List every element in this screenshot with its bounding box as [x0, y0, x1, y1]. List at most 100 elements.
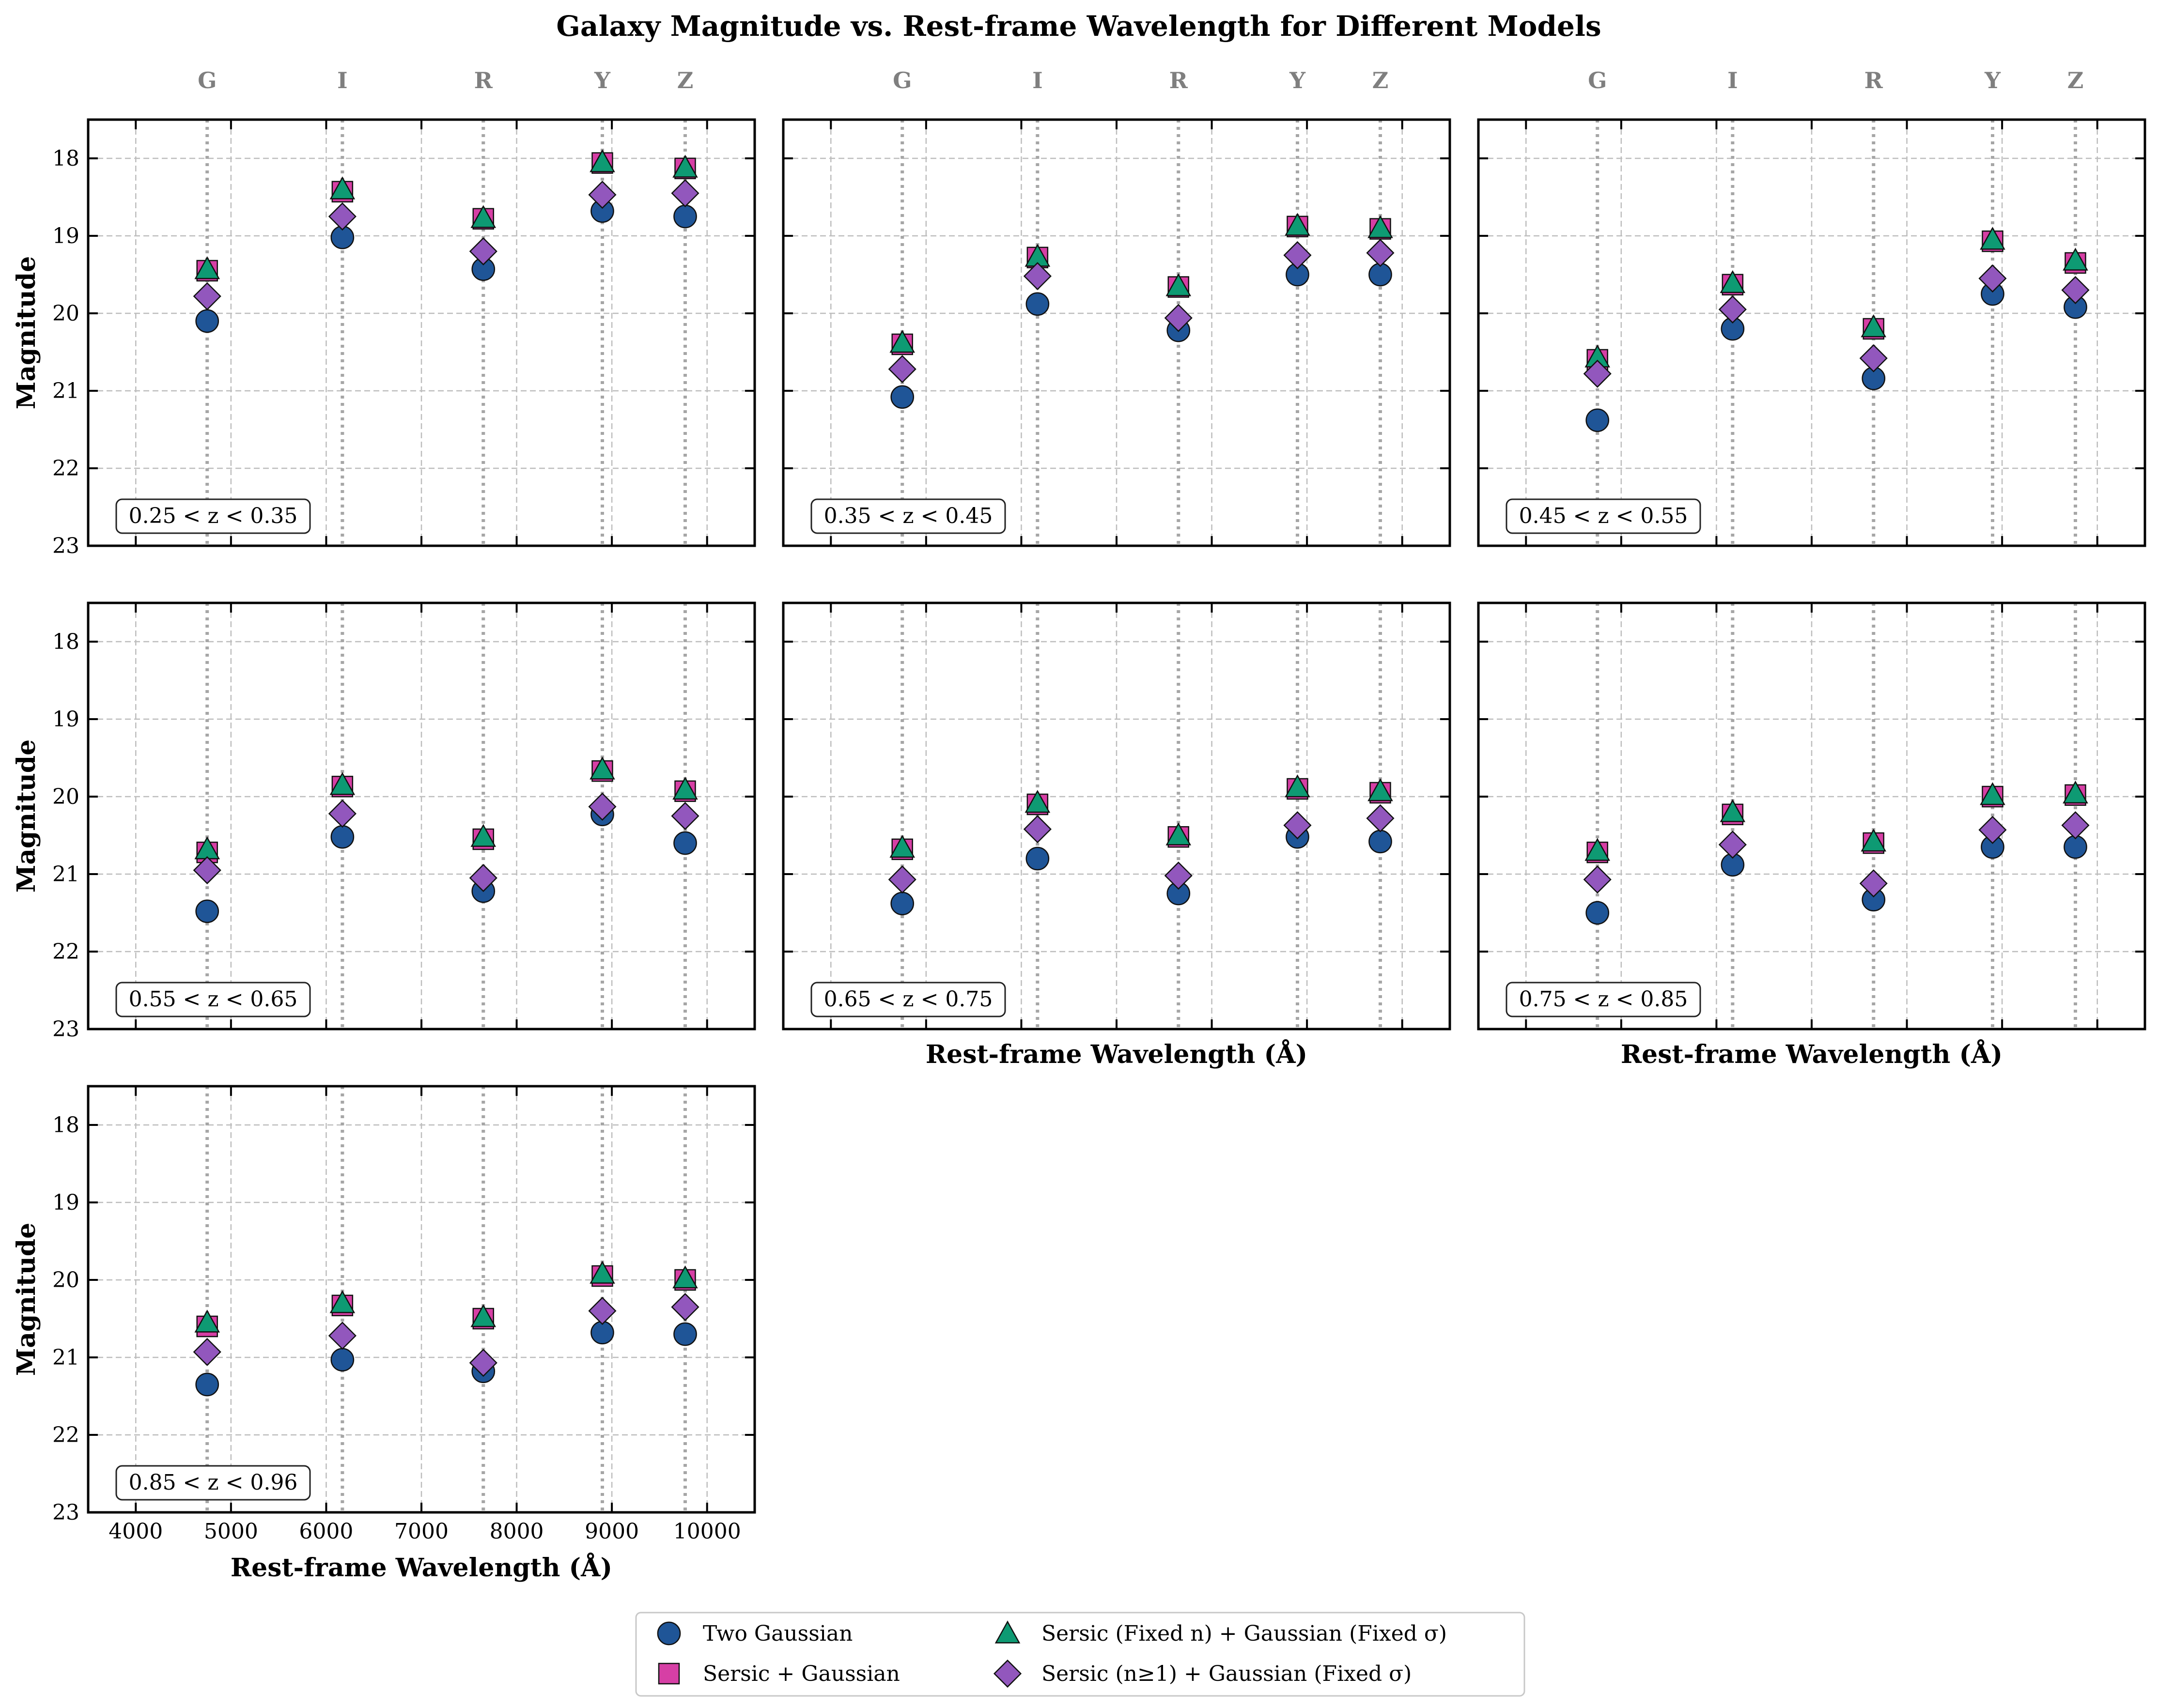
point-diamond	[328, 202, 357, 231]
filter-label-Z: Z	[1372, 67, 1389, 93]
panels: G I R Y Z 18 19 20 21 22 23 Magnitude 0.25 < z < 0.3…	[12, 67, 2146, 1583]
y-tick-label: 19	[52, 707, 79, 732]
point-diamond	[671, 1293, 699, 1322]
filter-label-Z: Z	[2067, 67, 2084, 93]
filter-label-G: G	[1588, 67, 1607, 93]
point-triangle	[194, 1309, 220, 1333]
x-tick-label: 6000	[299, 1519, 353, 1544]
redshift-box	[1506, 498, 1701, 534]
point-diamond	[469, 1349, 497, 1377]
panel-5: Rest-frame Wavelength (Å) 0.65 < z < 0.75	[782, 601, 1451, 1069]
point-triangle	[1861, 314, 1887, 338]
point-diamond	[2061, 811, 2090, 840]
redshift-box	[1506, 982, 1701, 1017]
filter-label-R: R	[1864, 67, 1883, 93]
point-triangle	[1285, 213, 1310, 236]
point-diamond	[888, 355, 916, 384]
panel-2: G I R Y Z 0.35 < z < 0.45	[782, 67, 1451, 547]
point-circle	[890, 892, 915, 916]
point-triangle	[329, 176, 356, 200]
filter-label-G: G	[893, 67, 912, 93]
point-triangle	[329, 772, 356, 795]
legend-box	[635, 1612, 1525, 1697]
redshift-box	[115, 498, 311, 534]
x-tick-label: 4000	[109, 1519, 163, 1544]
point-triangle	[470, 1304, 497, 1327]
y-tick-label: 21	[52, 379, 79, 403]
point-triangle	[590, 149, 615, 172]
panel-3: G I R Y Z 0.45 < z < 0.55	[1477, 67, 2146, 547]
redshift-label: 0.25 < z < 0.35	[129, 504, 298, 528]
point-diamond	[1859, 344, 1888, 372]
point-diamond	[328, 800, 357, 828]
y-tick-label: 23	[52, 1017, 79, 1042]
legend-label: Sersic (Fixed n) + Gaussian (Fixed σ)	[1041, 1621, 1447, 1646]
panel-4: 18 19 20 21 22 23 Magnitude 0.55 < z < 0.65	[12, 601, 756, 1042]
legend-marker-diamond	[993, 1659, 1022, 1688]
point-triangle	[194, 256, 220, 279]
point-diamond	[1023, 815, 1052, 844]
filter-label-Z: Z	[677, 67, 694, 93]
point-circle	[330, 1348, 355, 1372]
point-triangle	[1285, 774, 1310, 798]
y-axis-label: Magnitude	[12, 256, 41, 409]
point-triangle	[470, 205, 497, 228]
y-tick-label: 22	[52, 1423, 79, 1447]
legend-marker-square	[658, 1662, 680, 1685]
point-diamond	[1978, 816, 2007, 844]
filter-label-Y: Y	[1984, 67, 2001, 93]
point-circle	[1585, 901, 1610, 925]
redshift-label: 0.75 < z < 0.85	[1519, 987, 1688, 1012]
point-diamond	[588, 181, 617, 209]
panel-6: Rest-frame Wavelength (Å) 0.75 < z < 0.85	[1477, 601, 2146, 1069]
point-diamond	[1366, 804, 1395, 832]
x-tick-label: 7000	[394, 1519, 449, 1544]
x-axis-label: Rest-frame Wavelength (Å)	[926, 1039, 1307, 1069]
redshift-box	[115, 982, 311, 1017]
point-diamond	[193, 856, 221, 885]
point-diamond	[1583, 865, 1612, 894]
point-diamond	[2061, 276, 2090, 305]
point-diamond	[1283, 811, 1312, 840]
x-tick-label: 10000	[673, 1519, 741, 1544]
y-tick-label: 22	[52, 939, 79, 964]
point-triangle	[672, 154, 698, 178]
point-triangle	[1980, 782, 2005, 805]
point-diamond	[1164, 862, 1193, 890]
y-tick-label: 18	[52, 1113, 79, 1138]
y-tick-label: 23	[52, 534, 79, 558]
y-axis-label: Magnitude	[12, 1223, 41, 1376]
filter-label-R: R	[474, 67, 493, 93]
point-diamond	[888, 865, 916, 894]
point-triangle	[590, 756, 615, 780]
point-triangle	[889, 834, 915, 858]
point-triangle	[590, 1261, 615, 1284]
point-diamond	[193, 282, 221, 310]
point-circle	[673, 204, 697, 229]
redshift-label: 0.65 < z < 0.75	[824, 987, 993, 1012]
point-diamond	[469, 237, 497, 266]
point-diamond	[1366, 239, 1395, 267]
redshift-box	[810, 498, 1006, 534]
panel-1: G I R Y Z 18 19 20 21 22 23 Magnitude 0.25 < z < 0.3…	[12, 67, 756, 558]
x-tick-label: 8000	[490, 1519, 544, 1544]
point-triangle	[1367, 215, 1393, 238]
point-triangle	[329, 1290, 356, 1313]
point-triangle	[672, 1265, 698, 1289]
point-diamond	[1718, 831, 1747, 859]
point-diamond	[1718, 295, 1747, 324]
point-diamond	[1164, 304, 1193, 332]
point-triangle	[1720, 799, 1746, 822]
point-circle	[890, 385, 915, 409]
point-triangle	[2063, 780, 2088, 804]
filter-label-I: I	[1727, 67, 1738, 93]
point-diamond	[1978, 264, 2007, 293]
legend-marker-circle	[657, 1621, 681, 1646]
point-diamond	[1283, 241, 1312, 270]
point-circle	[1025, 846, 1050, 871]
point-triangle	[1584, 838, 1610, 861]
filter-label-Y: Y	[1289, 67, 1306, 93]
point-circle	[195, 1372, 219, 1397]
legend-marker-triangle	[994, 1620, 1021, 1644]
y-tick-label: 20	[52, 301, 79, 326]
